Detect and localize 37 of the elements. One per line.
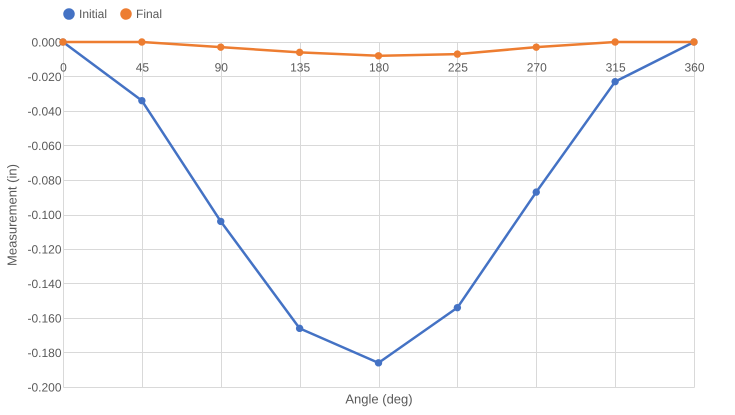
point — [217, 43, 224, 51]
point — [296, 48, 304, 56]
legend-label: Final — [136, 7, 162, 21]
point — [374, 52, 382, 60]
x-tick-label: 270 — [526, 60, 548, 74]
y-tick-label: -0.080 — [27, 174, 62, 188]
point — [138, 96, 146, 104]
point — [532, 43, 540, 51]
point — [454, 50, 462, 58]
y-tick-label: -0.140 — [27, 277, 62, 291]
point — [532, 188, 540, 196]
x-tick-label: 315 — [606, 60, 626, 74]
point — [611, 38, 619, 46]
point — [611, 78, 619, 86]
x-tick-label: 135 — [290, 60, 310, 74]
point — [217, 218, 224, 226]
y-tick-label: -0.180 — [27, 346, 62, 360]
x-axis-title: Angle (deg) — [345, 392, 413, 406]
x-tick-label: 225 — [448, 60, 468, 74]
point — [374, 359, 382, 367]
x-tick-label: 360 — [684, 60, 705, 74]
point — [296, 324, 304, 332]
legend-label: Initial — [79, 7, 108, 21]
x-tick-label: 90 — [214, 60, 228, 74]
point — [454, 304, 462, 312]
x-tick-label: 45 — [136, 60, 150, 74]
x-tick-label: 180 — [368, 60, 390, 74]
y-tick-label: -0.040 — [27, 104, 62, 118]
y-tick-label: -0.060 — [27, 139, 62, 153]
y-tick-label: -0.020 — [27, 70, 62, 84]
point — [138, 38, 146, 46]
y-axis-title: Measurement (in) — [4, 164, 20, 266]
y-tick-label: -0.160 — [27, 312, 62, 326]
y-tick-label: -0.120 — [27, 242, 62, 256]
y-tick-label: -0.200 — [27, 380, 62, 394]
y-tick-label: -0.100 — [27, 208, 62, 222]
x-tick-label: 0 — [60, 60, 68, 74]
